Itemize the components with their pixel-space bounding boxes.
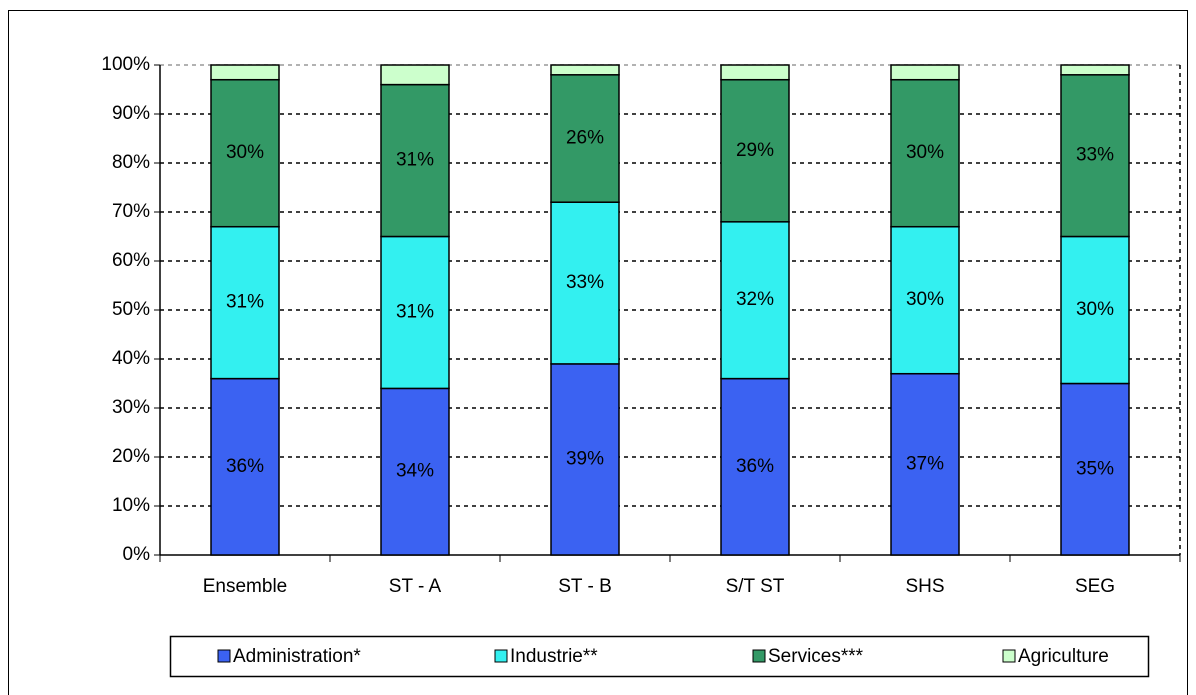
x-tick-label: SHS — [905, 576, 944, 597]
bar-segment — [890, 372, 960, 556]
legend-label: Administration* — [233, 646, 361, 667]
bar-segment — [380, 64, 450, 86]
legend-swatch — [752, 649, 766, 663]
y-tick-label: 20% — [112, 446, 150, 467]
legend-label: Agriculture — [1018, 646, 1109, 667]
data-label: 32% — [736, 289, 774, 310]
legend-label: Services*** — [768, 646, 864, 667]
bar-segment — [210, 225, 280, 380]
bar-segment — [720, 377, 790, 556]
y-tick-label: 60% — [112, 250, 150, 271]
data-label: 31% — [396, 150, 434, 171]
bar-segment — [720, 78, 790, 223]
bar-segment — [380, 83, 450, 238]
bar-segment — [210, 64, 280, 81]
data-label: 39% — [566, 448, 604, 469]
legend-swatch — [1002, 649, 1016, 663]
y-tick-label: 10% — [112, 495, 150, 516]
data-label: 35% — [1076, 458, 1114, 479]
bar-segment — [550, 201, 620, 365]
bar-segment — [210, 78, 280, 228]
bar-segment — [1060, 382, 1130, 556]
data-label: 33% — [1076, 145, 1114, 166]
data-label: 30% — [226, 142, 264, 163]
data-label: 33% — [566, 272, 604, 293]
data-label: 31% — [396, 301, 434, 322]
data-label: 36% — [226, 456, 264, 477]
bar-segment — [550, 74, 620, 203]
bar-segment — [890, 225, 960, 375]
legend-box — [169, 635, 1150, 678]
data-label: 30% — [906, 289, 944, 310]
data-label: 37% — [906, 453, 944, 474]
bar-segment — [720, 221, 790, 380]
y-tick-label: 100% — [101, 54, 150, 75]
bar-segment — [890, 64, 960, 81]
data-label: 36% — [736, 456, 774, 477]
data-label: 30% — [1076, 299, 1114, 320]
bar-segment — [720, 64, 790, 81]
data-label: 26% — [566, 128, 604, 149]
y-tick-label: 30% — [112, 397, 150, 418]
data-label: 29% — [736, 140, 774, 161]
y-tick-label: 50% — [112, 299, 150, 320]
legend-swatch — [494, 649, 508, 663]
y-tick-label: 90% — [112, 103, 150, 124]
bar-segment — [550, 64, 620, 76]
legend-swatch — [217, 649, 231, 663]
x-tick-label: Ensemble — [203, 576, 288, 597]
bar-segment — [550, 363, 620, 556]
y-tick-label: 70% — [112, 201, 150, 222]
data-label: 31% — [226, 292, 264, 313]
data-label: 30% — [906, 142, 944, 163]
bar-segment — [1060, 64, 1130, 76]
data-label: 34% — [396, 461, 434, 482]
bar-segment — [380, 387, 450, 556]
x-tick-label: SEG — [1075, 576, 1115, 597]
legend-label: Industrie** — [510, 646, 598, 667]
bar-segment — [890, 78, 960, 228]
y-tick-label: 80% — [112, 152, 150, 173]
x-tick-label: S/T ST — [726, 576, 785, 597]
x-tick-label: ST - A — [389, 576, 442, 597]
y-tick-label: 0% — [123, 544, 151, 565]
y-tick-label: 40% — [112, 348, 150, 369]
bar-segment — [380, 235, 450, 390]
bar-segment — [210, 377, 280, 556]
x-tick-label: ST - B — [558, 576, 612, 597]
